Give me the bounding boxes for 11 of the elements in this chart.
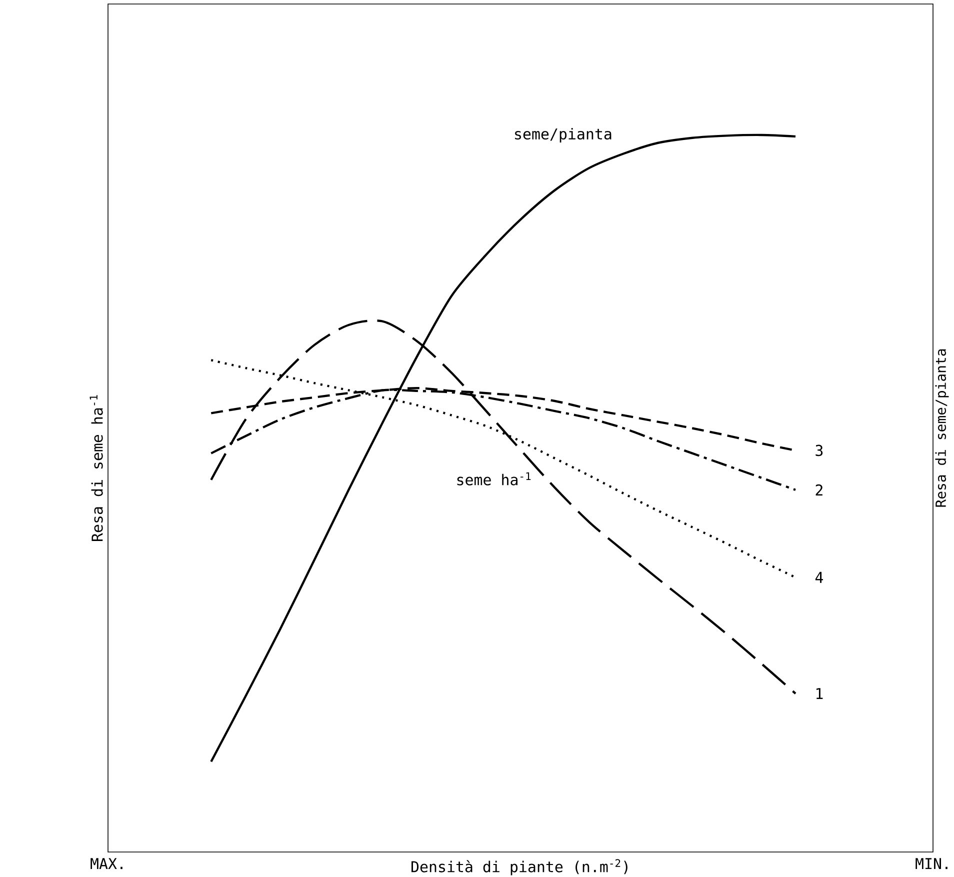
x-tick-label: MIN. (916, 858, 948, 870)
annotation: seme ha$^{-1}$ (457, 472, 531, 486)
series-label: 3 (816, 444, 823, 456)
series-label: seme/pianta (515, 128, 612, 142)
x-tick-label: MAX. (90, 858, 122, 870)
y-axis-title: Resa di seme ha$^{-1}$ (90, 395, 103, 541)
series-label: 1 (816, 688, 823, 699)
series-label: 4 (815, 572, 823, 583)
x-axis-title: Densità di piante (n.m$^{-2}$) (411, 859, 628, 876)
y2-axis-title: Resa di seme/pianta (935, 349, 949, 507)
series-label: 2 (816, 484, 822, 496)
